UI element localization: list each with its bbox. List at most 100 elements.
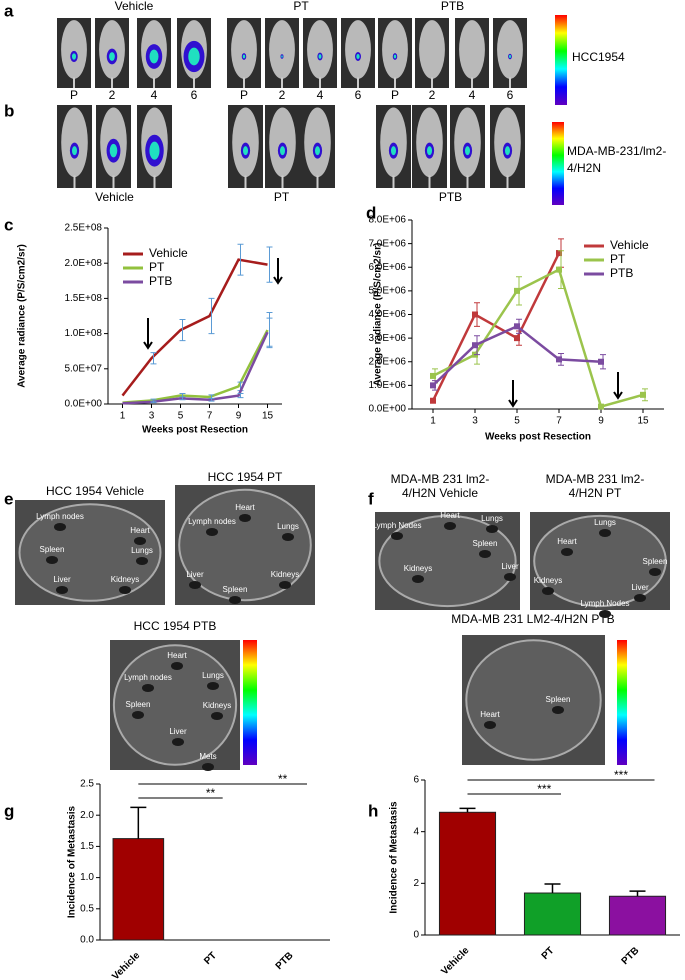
error-bar bbox=[179, 396, 186, 401]
y-axis-label: Incidence of Metastasis bbox=[67, 805, 78, 918]
organ-label: Lymph Nodes bbox=[372, 521, 421, 530]
colorbar bbox=[555, 15, 567, 105]
organ bbox=[599, 610, 611, 618]
organ-label: Spleen bbox=[473, 539, 498, 548]
y-tick-label: 0.0E+00 bbox=[64, 399, 102, 410]
y-tick-label: 8.0E+06 bbox=[368, 215, 406, 226]
signal bbox=[109, 52, 115, 61]
panel-label: d bbox=[366, 203, 376, 222]
signal bbox=[279, 146, 286, 156]
organ-label: Heart bbox=[480, 710, 500, 719]
significance: ** bbox=[278, 772, 288, 786]
organ bbox=[46, 556, 58, 564]
legend-label: PTB bbox=[149, 274, 172, 288]
y-axis-label: Average radiance (P/S/cm2/sr) bbox=[17, 244, 28, 388]
organ-label: Kidneys bbox=[203, 701, 231, 710]
legend-label: PT bbox=[610, 252, 626, 266]
arrow bbox=[508, 380, 518, 408]
dish bbox=[378, 514, 517, 608]
error-bar bbox=[266, 246, 273, 283]
x-tick-label: 7 bbox=[556, 416, 562, 427]
dish-title: MDA-MB 231 lm2- bbox=[546, 472, 645, 486]
organ bbox=[134, 537, 146, 545]
marker bbox=[598, 358, 604, 365]
group-label: Vehicle bbox=[95, 190, 134, 204]
signal bbox=[356, 53, 360, 60]
organ bbox=[504, 573, 516, 581]
line bbox=[432, 267, 644, 409]
y-tick-label: 6 bbox=[413, 775, 419, 786]
organ-label: Kidneys bbox=[111, 575, 139, 584]
signal bbox=[242, 146, 249, 156]
organ bbox=[206, 528, 218, 536]
organ bbox=[479, 550, 491, 558]
organ bbox=[56, 586, 68, 594]
x-tick-label: 15 bbox=[637, 416, 649, 427]
organ-label: Lymph nodes bbox=[124, 673, 172, 682]
legend-label: Vehicle bbox=[610, 238, 649, 252]
organ bbox=[171, 662, 183, 670]
organ-label: Liver bbox=[501, 562, 519, 571]
marker bbox=[598, 403, 604, 410]
legend-label: Vehicle bbox=[149, 246, 188, 260]
organ bbox=[634, 594, 646, 602]
organ bbox=[412, 575, 424, 583]
group-label: Vehicle bbox=[115, 0, 154, 13]
x-tick-label: 7 bbox=[207, 411, 213, 422]
organ-label: Spleen bbox=[546, 695, 571, 704]
signal bbox=[149, 49, 159, 64]
dish-title: HCC 1954 PT bbox=[208, 470, 283, 484]
organ bbox=[229, 596, 241, 604]
x-tick-label: 3 bbox=[149, 411, 155, 422]
timepoint: P bbox=[70, 88, 78, 102]
y-tick-label: 2 bbox=[413, 878, 419, 889]
x-axis-label: Weeks post Resection bbox=[142, 425, 248, 436]
organ bbox=[552, 706, 564, 714]
group-label: PTB bbox=[439, 190, 462, 204]
y-tick-label: 2.0 bbox=[80, 810, 94, 821]
marker bbox=[514, 287, 520, 294]
organ bbox=[391, 532, 403, 540]
organ bbox=[207, 682, 219, 690]
organ bbox=[189, 581, 201, 589]
timepoint: 6 bbox=[507, 88, 514, 102]
mouse bbox=[232, 107, 259, 178]
signal bbox=[242, 54, 246, 59]
error-bar bbox=[150, 400, 157, 404]
organ-label: Heart bbox=[235, 503, 255, 512]
organ bbox=[54, 523, 66, 531]
mouse bbox=[497, 20, 523, 79]
signal bbox=[318, 54, 322, 59]
cell-line: MDA-MB-231/lm2- bbox=[567, 144, 666, 158]
timepoint: 6 bbox=[191, 88, 198, 102]
organ-label: Spleen bbox=[40, 545, 65, 554]
timepoint: P bbox=[391, 88, 399, 102]
y-tick-label: 0 bbox=[413, 930, 419, 941]
significance: *** bbox=[614, 768, 628, 782]
error-bar bbox=[208, 397, 215, 402]
y-tick-label: 4.0E+06 bbox=[368, 309, 406, 320]
signal bbox=[71, 53, 77, 60]
group-label: PT bbox=[293, 0, 309, 13]
y-tick-label: 6.0E+06 bbox=[368, 262, 406, 273]
organ-label: Lymph nodes bbox=[36, 512, 84, 521]
line bbox=[122, 329, 269, 404]
line bbox=[122, 331, 269, 405]
significance: ** bbox=[206, 786, 216, 800]
timepoint: 4 bbox=[469, 88, 476, 102]
mouse bbox=[419, 20, 445, 79]
organ bbox=[239, 514, 251, 522]
organ bbox=[649, 568, 661, 576]
error-bar bbox=[237, 392, 244, 399]
panel-label: f bbox=[368, 489, 374, 508]
organ-label: Lungs bbox=[277, 522, 299, 531]
mouse bbox=[380, 107, 407, 178]
mouse bbox=[416, 107, 443, 178]
dish bbox=[178, 488, 312, 602]
group-label: PT bbox=[274, 190, 290, 204]
organ-label: Lymph nodes bbox=[188, 517, 236, 526]
timepoint: P bbox=[240, 88, 248, 102]
organ bbox=[561, 548, 573, 556]
mouse bbox=[269, 20, 295, 79]
